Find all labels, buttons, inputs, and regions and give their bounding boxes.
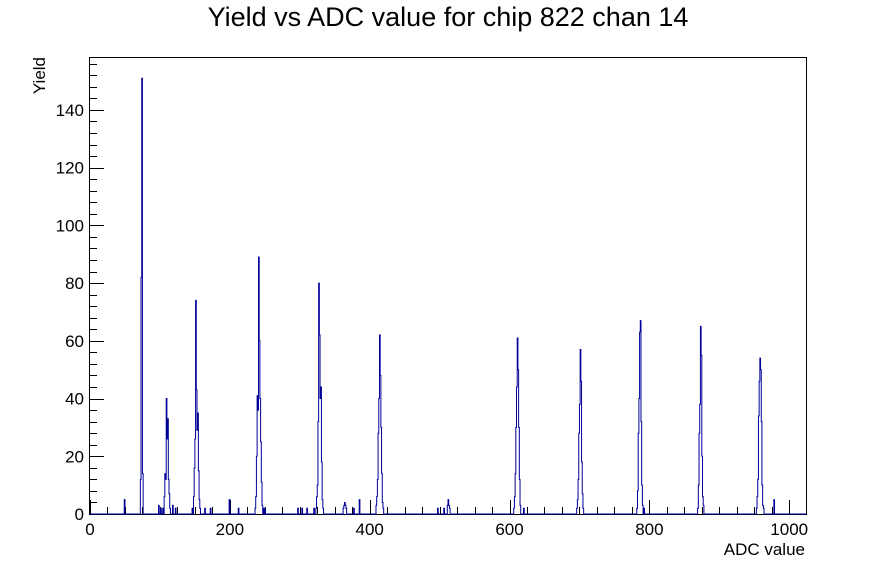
y-axis-label: Yield (30, 57, 49, 94)
x-tick-label: 800 (635, 520, 663, 539)
y-tick-label: 120 (56, 159, 84, 178)
y-tick-label: 100 (56, 216, 84, 235)
plot-frame (89, 57, 807, 515)
x-tick-label: 0 (85, 520, 94, 539)
y-tick-label: 20 (65, 447, 84, 466)
x-tick-label: 400 (356, 520, 384, 539)
x-tick-label: 1000 (770, 520, 808, 539)
x-axis: 0 200 400 600 800 1000 (85, 500, 808, 539)
y-tick-label: 140 (56, 101, 84, 120)
x-tick-label: 600 (495, 520, 523, 539)
x-tick-label: 200 (216, 520, 244, 539)
y-axis: 0 20 40 60 80 100 120 140 (56, 64, 104, 524)
y-tick-label: 60 (65, 332, 84, 351)
y-tick-label: 0 (75, 505, 84, 524)
x-axis-label: ADC value (724, 540, 805, 559)
y-tick-label: 80 (65, 274, 84, 293)
chart-title: Yield vs ADC value for chip 822 chan 14 (207, 2, 689, 32)
y-tick-label: 40 (65, 390, 84, 409)
histogram-series (90, 77, 806, 515)
